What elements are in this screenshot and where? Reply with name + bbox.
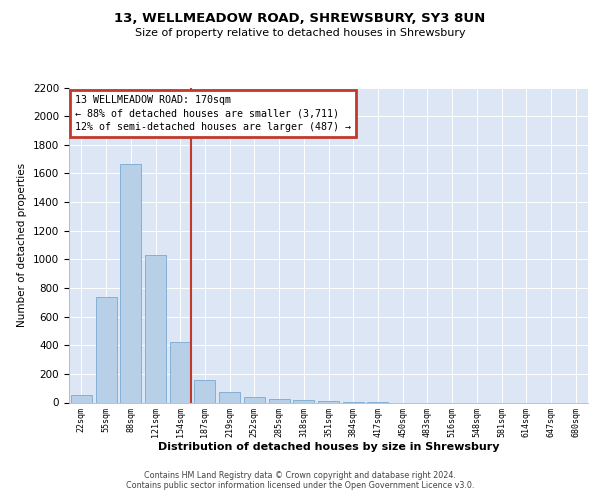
- Bar: [244, 397, 265, 402]
- Bar: [269, 399, 290, 402]
- Bar: [293, 400, 314, 402]
- Bar: [71, 396, 92, 402]
- Bar: [95, 296, 116, 403]
- Text: Contains public sector information licensed under the Open Government Licence v3: Contains public sector information licen…: [126, 481, 474, 490]
- Text: 13 WELLMEADOW ROAD: 170sqm
← 88% of detached houses are smaller (3,711)
12% of s: 13 WELLMEADOW ROAD: 170sqm ← 88% of deta…: [75, 96, 351, 132]
- Text: Contains HM Land Registry data © Crown copyright and database right 2024.: Contains HM Land Registry data © Crown c…: [144, 471, 456, 480]
- Bar: [219, 392, 240, 402]
- Text: Size of property relative to detached houses in Shrewsbury: Size of property relative to detached ho…: [134, 28, 466, 38]
- Bar: [145, 255, 166, 402]
- Bar: [194, 380, 215, 402]
- Text: Distribution of detached houses by size in Shrewsbury: Distribution of detached houses by size …: [158, 442, 500, 452]
- Bar: [120, 164, 141, 402]
- Text: 13, WELLMEADOW ROAD, SHREWSBURY, SY3 8UN: 13, WELLMEADOW ROAD, SHREWSBURY, SY3 8UN: [115, 12, 485, 26]
- Y-axis label: Number of detached properties: Number of detached properties: [17, 163, 28, 327]
- Bar: [170, 342, 191, 402]
- Bar: [318, 401, 339, 402]
